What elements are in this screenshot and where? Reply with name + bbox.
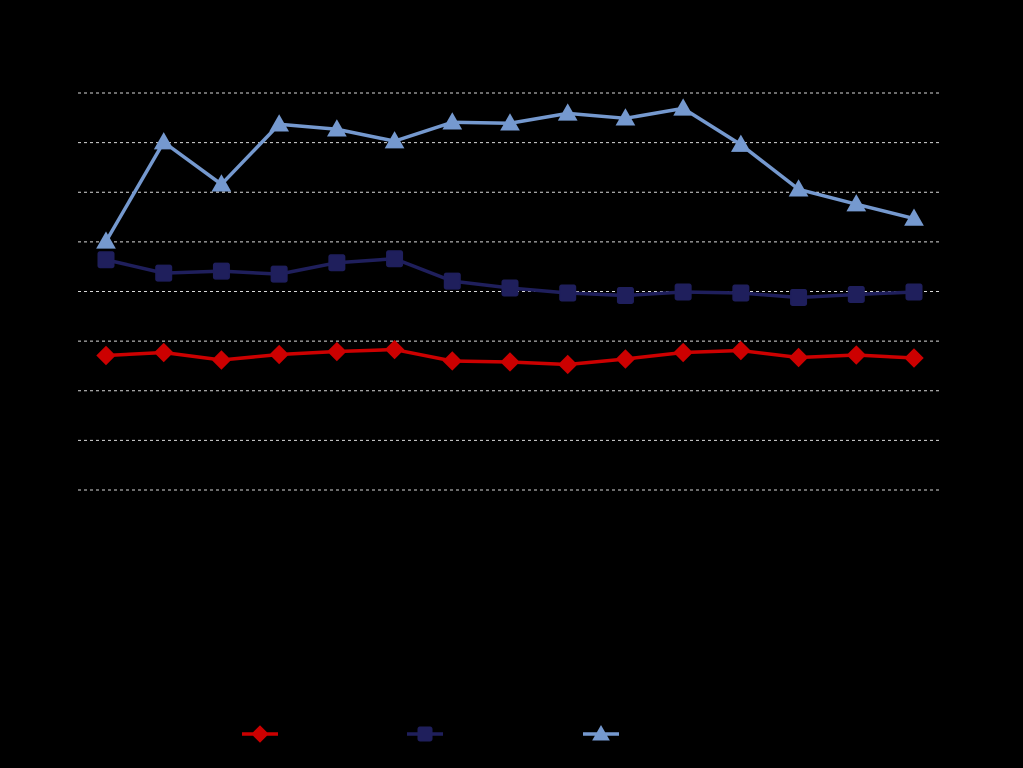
square-marker xyxy=(155,264,173,282)
triangle-marker xyxy=(846,194,867,212)
series-group xyxy=(96,98,924,375)
diamond-marker xyxy=(211,350,232,370)
triangle-marker xyxy=(673,98,694,116)
series-3 xyxy=(96,98,924,249)
legend-item-1 xyxy=(242,725,278,743)
series-2 xyxy=(97,250,923,306)
square-marker xyxy=(328,254,346,272)
square-marker xyxy=(417,726,433,742)
triangle-marker xyxy=(557,103,578,121)
triangle-marker xyxy=(211,174,232,192)
diamond-marker xyxy=(673,342,693,363)
triangle-marker xyxy=(788,179,809,197)
square-marker xyxy=(905,283,923,301)
square-marker xyxy=(97,251,115,269)
square-marker xyxy=(270,265,288,283)
triangle-marker xyxy=(442,112,463,130)
square-marker xyxy=(559,284,577,302)
diamond-marker xyxy=(154,342,174,363)
series-1 xyxy=(96,339,924,375)
square-marker xyxy=(790,288,808,306)
square-marker xyxy=(212,262,230,280)
diamond-marker xyxy=(788,347,809,368)
triangle-marker xyxy=(269,114,290,132)
diamond-marker xyxy=(558,354,578,375)
triangle-marker xyxy=(326,119,347,137)
triangle-marker xyxy=(500,113,520,131)
square-marker xyxy=(674,283,692,301)
diamond-marker xyxy=(251,725,269,743)
legend-item-3 xyxy=(583,724,619,741)
diamond-marker xyxy=(384,339,405,360)
triangle-marker xyxy=(730,134,751,152)
diamond-marker xyxy=(904,348,924,368)
triangle-marker xyxy=(904,208,924,226)
square-marker xyxy=(732,284,750,302)
legend xyxy=(242,724,619,743)
diamond-marker xyxy=(96,345,116,366)
square-marker xyxy=(501,279,519,297)
square-marker xyxy=(443,272,461,290)
diamond-marker xyxy=(500,352,520,372)
triangle-marker xyxy=(384,131,405,149)
triangle-marker xyxy=(153,132,174,150)
diamond-marker xyxy=(846,345,866,365)
legend-item-2 xyxy=(407,726,443,742)
diamond-marker xyxy=(442,351,462,371)
diamond-marker xyxy=(327,341,347,362)
triangle-marker xyxy=(96,231,116,249)
triangle-marker xyxy=(615,108,636,126)
square-marker xyxy=(616,286,634,304)
diamond-marker xyxy=(731,340,751,361)
diamond-marker xyxy=(615,349,636,369)
triangle-marker xyxy=(592,724,610,741)
diamond-marker xyxy=(269,344,289,365)
square-marker xyxy=(386,250,404,268)
square-marker xyxy=(847,285,865,303)
